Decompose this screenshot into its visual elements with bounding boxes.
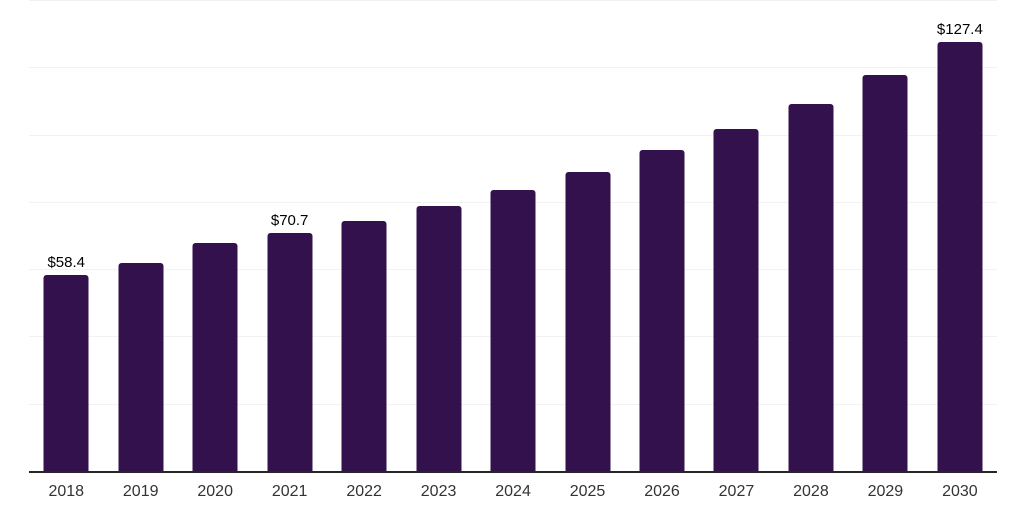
bar-column-2025 — [550, 0, 624, 471]
bars-container: $58.4 $70.7 $127.4 — [29, 0, 997, 471]
gridline-100 — [29, 135, 997, 136]
bar-column-2022 — [327, 0, 401, 471]
bar-2027 — [713, 128, 759, 471]
x-tick-label-2026: 2026 — [644, 483, 680, 500]
bar-column-2028 — [774, 0, 848, 471]
x-tick-label-2019: 2019 — [122, 483, 159, 500]
x-axis-labels: 2018 2019 2020 2021 2022 2023 2024 2025 2026 2027… — [29, 483, 997, 501]
x-axis-line — [29, 471, 997, 473]
bar-2024 — [490, 190, 536, 471]
bar-2021 — [267, 233, 313, 471]
x-tick-label-2020: 2020 — [197, 483, 233, 500]
bar-column-2027 — [699, 0, 773, 471]
bar-2029 — [862, 74, 908, 471]
x-tick-label-2021: 2021 — [271, 483, 308, 500]
gridline-140 — [29, 0, 997, 1]
bar-2030 — [937, 42, 983, 471]
value-label-2018: $58.4 — [47, 253, 86, 271]
x-tick-label-2029: 2029 — [867, 483, 904, 500]
bar-2020 — [192, 243, 238, 471]
x-tick-label-2027: 2027 — [718, 483, 755, 500]
bar-column-2019 — [103, 0, 177, 471]
bar-2025 — [565, 171, 611, 471]
x-tick-label-2022: 2022 — [346, 483, 382, 500]
x-tick-label-2018: 2018 — [48, 483, 85, 500]
bar-column-2021: $70.7 — [252, 0, 326, 471]
bar-column-2023 — [401, 0, 475, 471]
x-tick-label-2028: 2028 — [793, 483, 829, 500]
bar-2028 — [788, 103, 834, 471]
x-tick-label-2024: 2024 — [495, 483, 531, 500]
value-label-2030: $127.4 — [936, 21, 983, 39]
x-tick-label-2023: 2023 — [420, 483, 457, 500]
bar-2026 — [639, 150, 685, 471]
gridline-120 — [29, 67, 997, 68]
bar-2019 — [118, 262, 164, 471]
bar-column-2018: $58.4 — [29, 0, 103, 471]
x-tick-label-2030: 2030 — [942, 483, 978, 500]
plot-area: $58.4 $70.7 $127.4 — [29, 0, 997, 471]
bar-column-2026 — [625, 0, 699, 471]
x-tick-label-2025: 2025 — [569, 483, 606, 500]
bar-column-2029 — [848, 0, 922, 471]
bar-2023 — [416, 205, 462, 471]
bar-2018 — [43, 274, 89, 471]
bar-column-2024 — [476, 0, 550, 471]
value-label-2021: $70.7 — [270, 212, 309, 230]
bar-column-2020 — [178, 0, 252, 471]
bar-2022 — [341, 220, 387, 471]
bar-column-2030: $127.4 — [923, 0, 997, 471]
